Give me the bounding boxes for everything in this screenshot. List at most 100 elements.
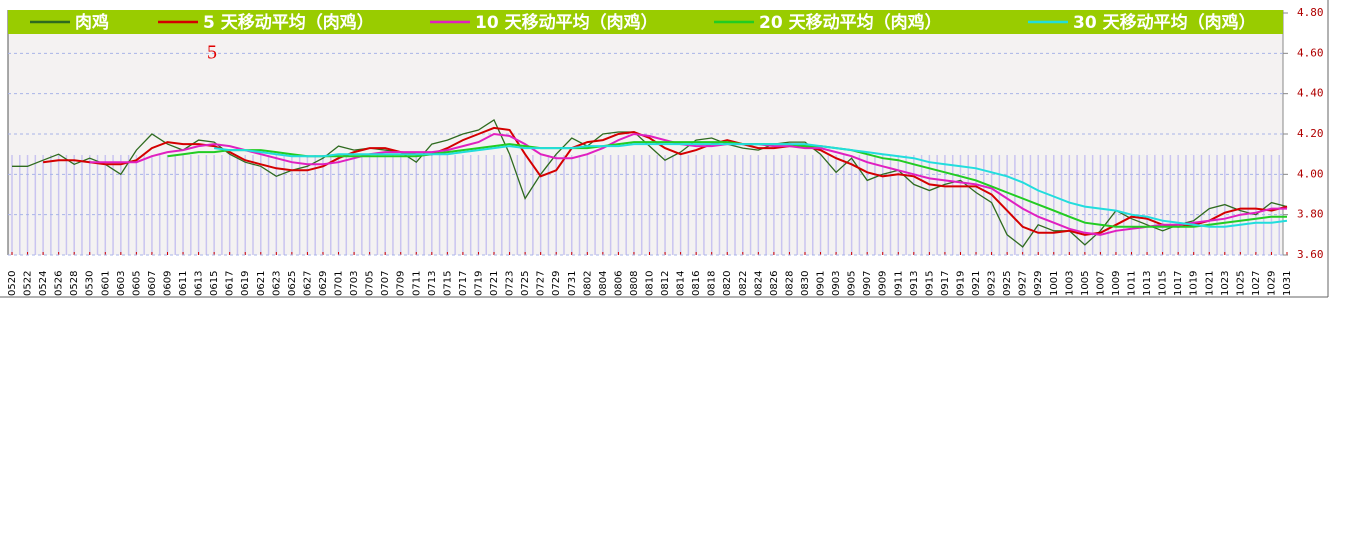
x-tick-label: 0814: [676, 271, 687, 296]
x-tick-label: 1025: [1235, 271, 1246, 296]
x-tick-label: 0621: [256, 271, 267, 296]
x-tick-label: 0830: [800, 271, 811, 296]
legend-label: 肉鸡: [75, 12, 109, 33]
x-tick-label: 1031: [1282, 271, 1293, 296]
x-tick-label: 0925: [1002, 271, 1013, 296]
x-tick-label: 0524: [38, 271, 49, 296]
x-tick-label: 0627: [302, 271, 313, 296]
x-tick-label: 1003: [1064, 271, 1075, 296]
x-tick-label: 0607: [147, 271, 158, 296]
x-tick-label: 1027: [1251, 271, 1262, 296]
x-tick-label: 0709: [396, 271, 407, 296]
x-tick-label: 0526: [54, 271, 65, 296]
x-tick-label: 0605: [131, 271, 142, 296]
x-tick-label: 0721: [489, 271, 500, 296]
x-tick-label: 1011: [1127, 271, 1138, 296]
x-tick-label: 0913: [909, 271, 920, 296]
x-tick-label: 1029: [1266, 271, 1277, 296]
x-tick-label: 0719: [473, 271, 484, 296]
legend-label: 5 天移动平均（肉鸡）: [203, 12, 374, 33]
series-line: [213, 143, 1288, 228]
x-tick-label: 0826: [769, 271, 780, 296]
x-tick-label: 0810: [645, 271, 656, 296]
x-tick-label: 0911: [893, 271, 904, 296]
y-tick-label: 4.00: [1297, 167, 1324, 180]
x-tick-label: 0828: [784, 271, 795, 296]
x-tick-label: 1021: [1204, 271, 1215, 296]
x-tick-label: 1009: [1111, 271, 1122, 296]
x-tick-label: 0905: [847, 271, 858, 296]
x-tick-label: 0625: [287, 271, 298, 296]
legend-label: 30 天移动平均（肉鸡）: [1073, 12, 1256, 33]
x-tick-label: 0619: [240, 271, 251, 296]
x-tick-label: 0613: [194, 271, 205, 296]
x-tick-label: 0725: [520, 271, 531, 296]
x-tick-label: 1001: [1049, 271, 1060, 296]
x-tick-label: 0907: [862, 271, 873, 296]
x-tick-label: 0727: [536, 271, 547, 296]
x-tick-label: 0707: [380, 271, 391, 296]
x-tick-label: 0703: [349, 271, 360, 296]
series-line: [42, 126, 1288, 236]
x-tick-label: 1007: [1095, 271, 1106, 296]
x-tick-label: 0822: [738, 271, 749, 296]
x-tick-label: 0601: [100, 271, 111, 296]
x-tick-label: 0903: [831, 271, 842, 296]
stripes: [11, 155, 1288, 255]
y-tick-label: 3.80: [1297, 208, 1324, 221]
x-tick-label: 0629: [318, 271, 329, 296]
x-tick-label: 0927: [1018, 271, 1029, 296]
x-tick-label: 0804: [598, 271, 609, 296]
x-tick-label: 0713: [427, 271, 438, 296]
legend: 肉鸡 5 天移动平均（肉鸡） 10 天移动平均（肉鸡） 20 天移动平均（肉鸡） 30 …: [30, 12, 1256, 33]
x-tick-label: 0816: [691, 271, 702, 296]
x-tick-label: 0915: [924, 271, 935, 296]
y-tick-label: 4.60: [1297, 46, 1324, 59]
lines: [12, 118, 1288, 248]
x-tick-label: 0615: [209, 271, 220, 296]
series-line: [167, 141, 1287, 228]
legend-bar: [8, 10, 1283, 34]
x-tick-label: 0820: [722, 271, 733, 296]
x-tick-label: 0731: [567, 271, 578, 296]
x-tick-label: 0802: [582, 271, 593, 296]
x-tick-label: 0705: [365, 271, 376, 296]
x-tick-label: 0729: [551, 271, 562, 296]
x-tick-label: 0522: [23, 271, 34, 296]
x-tick-label: 0812: [660, 271, 671, 296]
x-tick-label: 0617: [225, 271, 236, 296]
x-tick-label: 0530: [85, 271, 96, 296]
x-tick-label: 1019: [1189, 271, 1200, 296]
x-tick-label: 0723: [505, 271, 516, 296]
legend-label: 20 天移动平均（肉鸡）: [759, 12, 942, 33]
y-tick-label: 3.60: [1297, 248, 1324, 261]
legend-label: 10 天移动平均（肉鸡）: [475, 12, 658, 33]
y-tick-label: 4.20: [1297, 127, 1324, 140]
y-tick-label: 4.80: [1297, 6, 1324, 19]
x-tick-label: 0603: [116, 271, 127, 296]
x-tick-label: 0901: [816, 271, 827, 296]
x-tick-label: 0711: [411, 271, 422, 296]
x-tick-label: 0717: [458, 271, 469, 296]
x-tick-label: 0611: [178, 271, 189, 296]
x-tick-label: 0623: [271, 271, 282, 296]
x-tick-label: 1013: [1142, 271, 1153, 296]
x-tick-label: 0715: [442, 271, 453, 296]
x-tick-label: 0520: [7, 271, 18, 296]
x-tick-label: 0923: [987, 271, 998, 296]
x-tick-label: 0919: [955, 271, 966, 296]
x-tick-label: 0909: [878, 271, 889, 296]
x-tick-label: 0701: [334, 271, 345, 296]
annotation: 5: [207, 42, 217, 64]
x-tick-label: 1005: [1080, 271, 1091, 296]
x-tick-label: 0808: [629, 271, 640, 296]
x-tick-label: 0917: [940, 271, 951, 296]
x-tick-label: 0921: [971, 271, 982, 296]
x-tick-label: 0824: [753, 271, 764, 296]
y-tick-label: 4.40: [1297, 87, 1324, 100]
x-tick-label: 0929: [1033, 271, 1044, 296]
x-tick-label: 0818: [707, 271, 718, 296]
x-tick-label: 1017: [1173, 271, 1184, 296]
x-tick-label: 0806: [613, 271, 624, 296]
